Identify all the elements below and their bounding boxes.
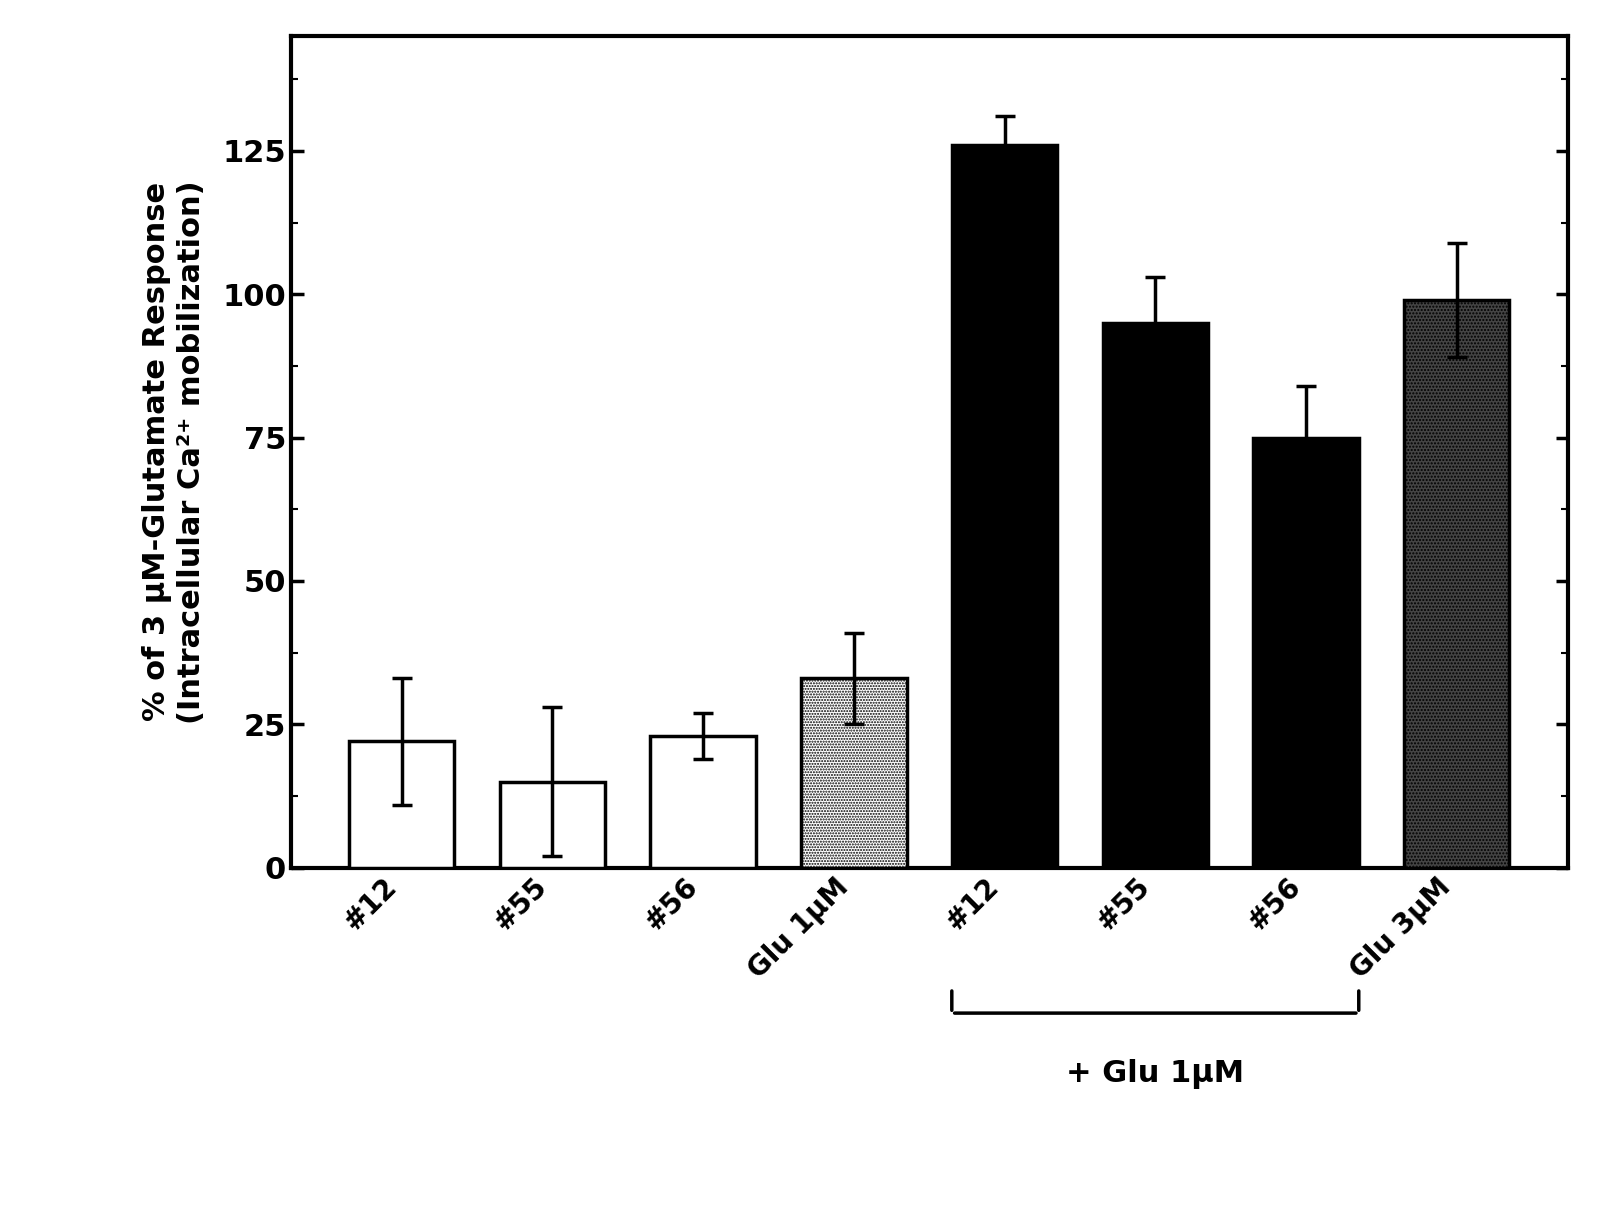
Bar xyxy=(952,145,1057,868)
Bar xyxy=(499,782,604,868)
Bar xyxy=(802,678,907,868)
Text: + Glu 1μM: + Glu 1μM xyxy=(1067,1059,1244,1089)
Y-axis label: % of 3 μM-Glutamate Response
(Intracellular Ca²⁺ mobilization): % of 3 μM-Glutamate Response (Intracellu… xyxy=(142,180,205,724)
Bar xyxy=(1254,437,1359,868)
Bar xyxy=(1102,323,1209,868)
Bar xyxy=(1404,300,1509,868)
Bar xyxy=(349,741,454,868)
Bar xyxy=(650,736,756,868)
